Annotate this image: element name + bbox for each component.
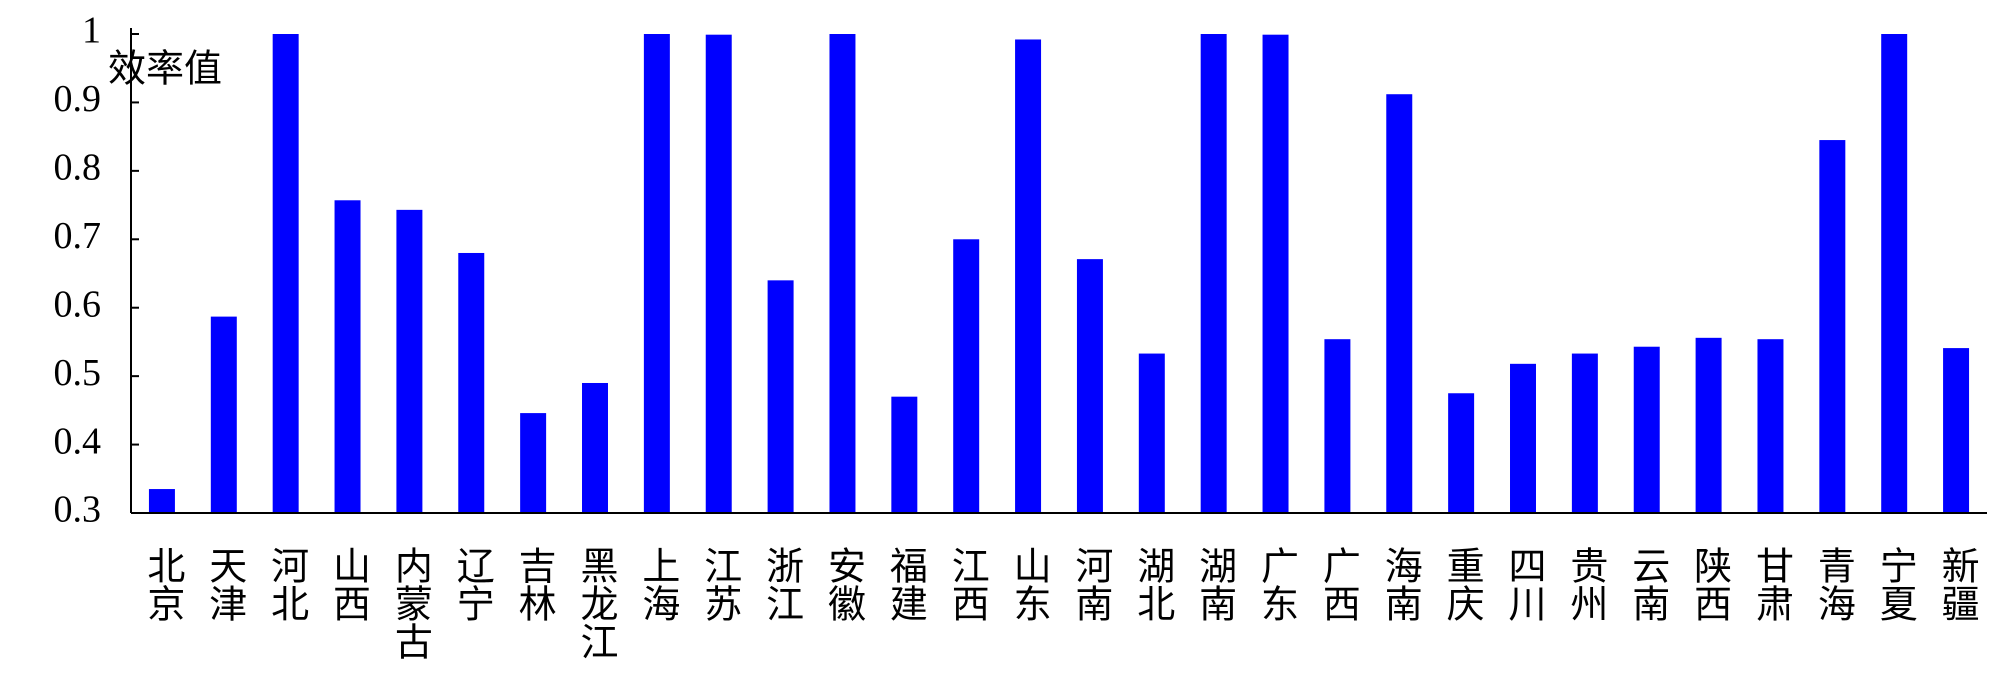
bar <box>1200 34 1227 513</box>
x-tick-label: 江苏 <box>698 546 741 622</box>
bar <box>643 34 670 513</box>
y-tick-label: 0.8 <box>54 147 102 189</box>
bar <box>1015 39 1042 514</box>
bar <box>1695 337 1722 513</box>
x-tick-label: 内蒙古 <box>388 546 430 660</box>
x-tick-label: 河南 <box>1069 546 1112 622</box>
y-axis-label: 效率值 <box>108 49 222 91</box>
bar <box>458 252 485 513</box>
bar <box>1510 363 1536 513</box>
bar <box>1819 140 1846 514</box>
x-tick-label: 广西 <box>1316 546 1359 622</box>
x-tick-label: 海南 <box>1378 546 1421 622</box>
x-tick-label: 湖北 <box>1131 546 1174 622</box>
bar <box>1571 353 1598 513</box>
x-tick-label: 甘肃 <box>1749 546 1792 622</box>
bar <box>1324 339 1351 513</box>
bar <box>891 396 918 513</box>
bar <box>396 209 423 513</box>
y-tick-label: 0.4 <box>54 420 102 462</box>
x-tick-label: 云南 <box>1626 546 1668 622</box>
bar <box>1757 339 1784 513</box>
x-tick-label: 黑龙江 <box>574 546 617 660</box>
y-tick-label: 0.5 <box>54 352 102 394</box>
x-tick-label: 安徽 <box>821 546 865 622</box>
bar <box>829 34 856 513</box>
x-tick-label: 宁夏 <box>1873 546 1916 622</box>
bar <box>767 280 794 513</box>
bar <box>210 316 237 513</box>
x-tick-label: 天津 <box>203 546 246 622</box>
bar <box>705 34 732 513</box>
x-tick-label: 山东 <box>1007 546 1049 622</box>
y-tick-label: 0.9 <box>54 78 102 120</box>
x-tick-label: 青海 <box>1811 546 1854 622</box>
bar <box>1138 353 1165 513</box>
x-tick-label: 辽宁 <box>450 546 493 622</box>
x-tick-label: 浙江 <box>760 546 803 622</box>
x-tick-label: 广东 <box>1255 546 1298 622</box>
bar <box>272 34 299 513</box>
x-tick-label: 湖南 <box>1193 546 1236 622</box>
x-tick-label: 重庆 <box>1440 546 1483 622</box>
bar <box>1881 34 1908 513</box>
x-tick-label: 河北 <box>265 546 308 622</box>
y-tick-label: 0.6 <box>54 283 102 325</box>
x-tick-label: 四川 <box>1502 546 1545 622</box>
bar <box>582 382 608 513</box>
x-tick-label: 贵州 <box>1564 546 1607 622</box>
x-tick-label: 上海 <box>636 546 679 622</box>
bar <box>1262 34 1289 513</box>
x-tick-label: 福建 <box>883 546 927 622</box>
bar <box>1633 346 1660 513</box>
x-tick-label: 吉林 <box>512 546 555 622</box>
x-tick-label: 江西 <box>945 546 988 622</box>
y-tick-label: 0.7 <box>54 215 102 257</box>
bar <box>520 413 547 513</box>
bar <box>1448 393 1475 513</box>
x-tick-label: 陕西 <box>1688 546 1730 622</box>
x-tick-label: 山西 <box>327 546 369 622</box>
bar <box>1386 94 1413 514</box>
y-tick-label: 1 <box>82 10 101 52</box>
bar <box>1943 348 1970 513</box>
bar <box>953 239 980 514</box>
x-tick-label: 北京 <box>141 546 184 622</box>
bar <box>148 489 175 513</box>
bar <box>334 200 361 513</box>
y-tick-label: 0.3 <box>54 489 102 531</box>
x-tick-label: 新疆 <box>1935 546 1978 622</box>
bar <box>1076 259 1103 513</box>
